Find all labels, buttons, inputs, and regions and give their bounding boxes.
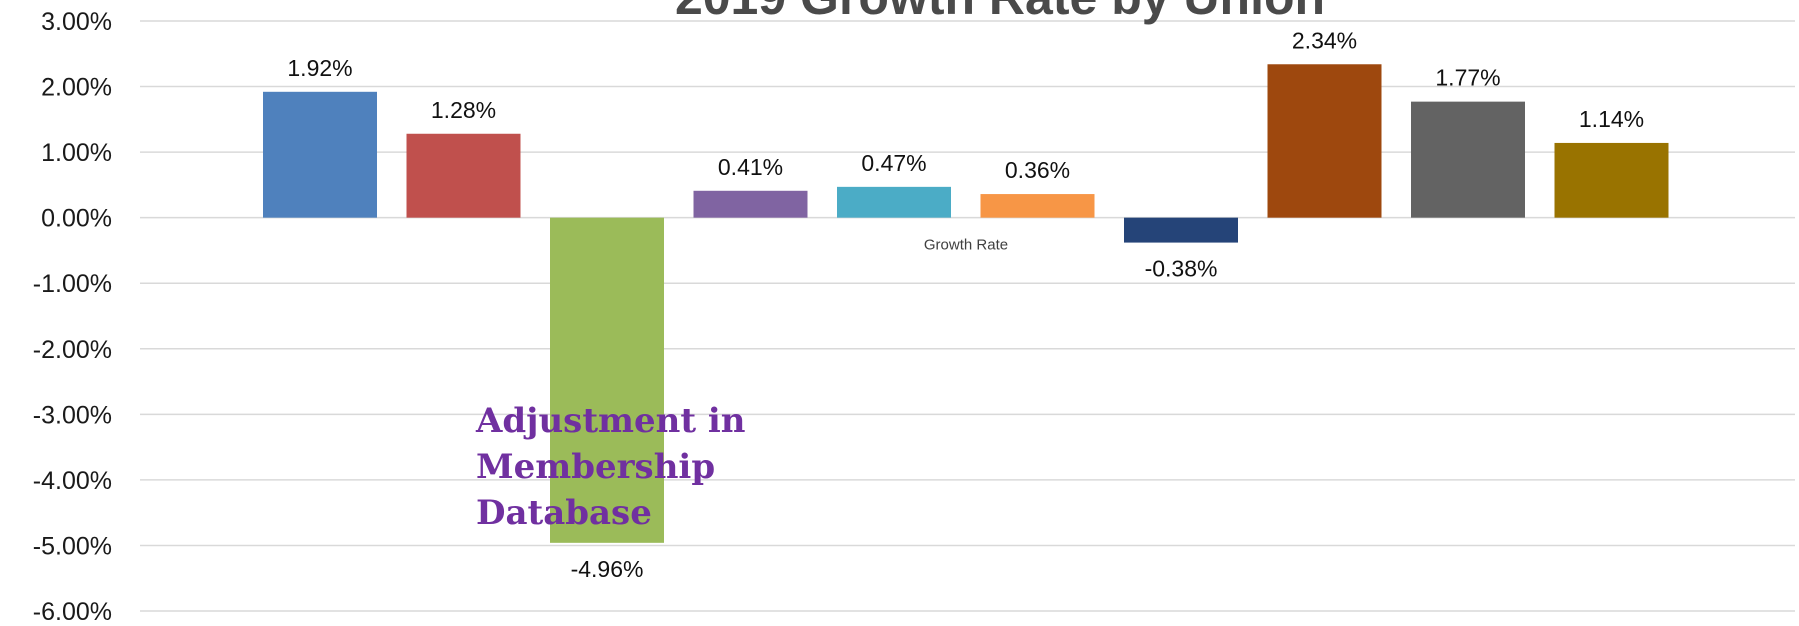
y-tick-label: -2.00% bbox=[33, 336, 112, 364]
bar bbox=[550, 217, 664, 543]
bar bbox=[1411, 101, 1525, 218]
data-label: 0.36% bbox=[1005, 157, 1070, 183]
data-label: 1.92% bbox=[287, 55, 352, 81]
data-label: 1.77% bbox=[1435, 65, 1500, 91]
data-label: 1.28% bbox=[431, 97, 496, 123]
chart-title: 2019 Growth Rate by Union bbox=[675, 0, 1325, 25]
bar bbox=[980, 194, 1095, 218]
series-label: Growth Rate bbox=[924, 237, 1008, 254]
bar bbox=[406, 133, 521, 218]
y-tick-label: 1.00% bbox=[41, 139, 112, 167]
bar bbox=[1554, 142, 1669, 218]
annotation-membership-adjustment: Adjustment in Membership Database bbox=[476, 398, 796, 536]
y-tick-label: -6.00% bbox=[33, 598, 112, 626]
y-tick-label: -3.00% bbox=[33, 401, 112, 429]
y-tick-label: -1.00% bbox=[33, 270, 112, 298]
annotation-line: Adjustment in bbox=[476, 401, 746, 441]
bar bbox=[1267, 64, 1382, 218]
annotation-line: Membership bbox=[476, 447, 716, 487]
data-label: 1.14% bbox=[1579, 106, 1644, 132]
bar bbox=[837, 186, 951, 218]
bar bbox=[263, 91, 377, 218]
annotation-line: Database bbox=[476, 493, 652, 533]
y-tick-label: -4.00% bbox=[33, 467, 112, 495]
y-tick-label: 2.00% bbox=[41, 74, 112, 102]
y-tick-label: -5.00% bbox=[33, 532, 112, 560]
data-label: -4.96% bbox=[571, 556, 644, 582]
data-label: 0.41% bbox=[718, 154, 783, 180]
bar bbox=[693, 190, 808, 218]
bar bbox=[1124, 217, 1238, 243]
data-label: -0.38% bbox=[1145, 256, 1218, 282]
y-tick-label: 3.00% bbox=[41, 8, 112, 36]
data-label: 2.34% bbox=[1292, 27, 1357, 53]
y-tick-label: 0.00% bbox=[41, 205, 112, 233]
data-label: 0.47% bbox=[861, 150, 926, 176]
